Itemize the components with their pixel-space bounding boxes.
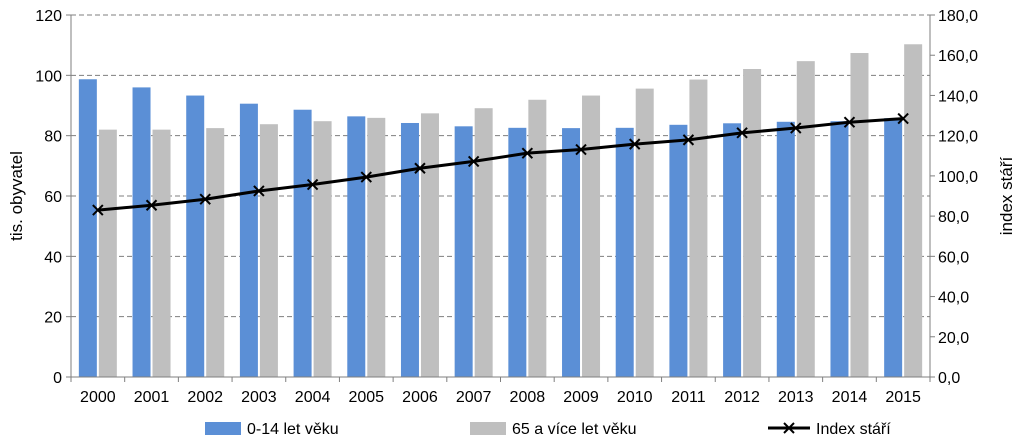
bar-65-plus [98,129,117,377]
bar-65-plus [904,44,923,378]
x-tick-label: 2010 [617,389,653,406]
bar-0-14 [669,124,688,377]
x-tick-label: 2013 [778,389,814,406]
x-tick-label: 2002 [187,389,223,406]
bar-65-plus [152,129,171,377]
legend-0-14-swatch [205,422,241,435]
bar-65-plus [796,61,815,377]
index-marker [790,122,802,134]
y-tick-label-left: 40 [44,249,62,266]
x-tick-label: 2005 [348,389,384,406]
y-axis-title-right: index stáří [997,157,1016,236]
y-tick-label-right: 80,0 [938,209,969,226]
bar-0-14 [884,118,903,378]
y-axis-title-left: tis. obyvatel [7,151,26,241]
index-marker [467,155,480,168]
y-tick-label-left: 20 [44,310,62,327]
bar-0-14 [723,123,742,377]
y-tick-label-left: 100 [35,68,62,85]
y-tick-label-right: 160,0 [938,48,978,65]
bar-65-plus [689,79,708,377]
y-tick-label-right: 180,0 [938,8,978,25]
bar-65-plus [313,121,332,377]
bar-65-plus [474,108,493,377]
index-marker [199,193,211,205]
y-tick-label-left: 60 [44,189,62,206]
y-tick-label-right: 40,0 [938,290,969,307]
x-tick-label: 2004 [295,389,331,406]
bar-0-14 [186,95,205,378]
bar-65-plus [850,53,869,377]
x-tick-label: 2014 [832,389,868,406]
legend: 0-14 let věku 65 a více let věku Index stá… [205,421,891,438]
bars [78,44,923,378]
y-tick-label-right: 140,0 [938,88,978,105]
index-marker [253,185,265,197]
index-marker [306,178,319,191]
x-tick-label: 2011 [671,389,706,406]
y-tick-label-right: 20,0 [938,330,969,347]
x-tick-label: 2006 [402,389,438,406]
legend-index-label: Index stáří [816,421,891,438]
bar-0-14 [776,121,795,377]
x-tick-label: 2007 [456,389,492,406]
bar-0-14 [132,87,151,378]
index-marker [897,112,909,125]
bar-0-14 [508,127,527,377]
bar-0-14 [615,127,634,377]
index-marker [414,162,426,174]
index-line-path [97,117,904,212]
legend-index-marker [783,422,795,434]
x-tick-label: 2008 [510,389,546,406]
x-tick-label: 2000 [80,389,116,406]
y-tick-label-right: 60,0 [938,249,969,266]
index-marker [629,138,641,150]
axes [66,14,935,382]
y-tick-label-left: 120 [35,8,62,25]
y-tick-label-right: 0,0 [938,370,960,387]
labels: 0 20 40 60 80 100 120 0,0 20,0 40,0 60,0 80,0 100,0 1… [7,8,1016,406]
index-line [92,112,909,216]
x-tick-label: 2003 [241,389,277,406]
index-marker [521,147,534,159]
legend-65-plus-swatch [470,422,506,435]
bar-65-plus [420,113,439,378]
y-tick-label-right: 100,0 [938,169,978,186]
bar-0-14 [562,128,581,377]
y-tick-label-right: 120,0 [938,129,978,146]
x-tick-label: 2015 [885,389,921,406]
legend-65-plus-label: 65 a více let věku [512,421,637,438]
y-tick-label-left: 0 [53,370,62,387]
x-tick-label: 2001 [134,389,170,406]
bar-65-plus [743,68,762,377]
bar-65-plus [528,99,547,377]
index-marker [145,199,158,211]
bar-0-14 [400,122,419,377]
index-marker [736,127,748,139]
bar-65-plus [635,88,654,378]
legend-0-14-label: 0-14 let věku [247,421,339,438]
bar-65-plus [259,124,278,377]
bar-65-plus [582,95,601,378]
index-marker [575,143,587,156]
bar-0-14 [239,103,258,377]
x-tick-label: 2012 [724,389,760,406]
index-marker [682,134,695,146]
bar-0-14 [78,79,97,377]
bar-65-plus [367,117,386,377]
index-marker [92,204,104,216]
x-tick-label: 2009 [563,389,599,406]
index-marker [843,116,856,128]
bar-0-14 [293,109,312,378]
bar-0-14 [347,116,366,378]
bar-65-plus [206,128,225,377]
index-marker [360,171,372,183]
y-tick-label-left: 80 [44,129,62,146]
bar-0-14 [454,126,473,377]
bar-0-14 [830,121,849,377]
